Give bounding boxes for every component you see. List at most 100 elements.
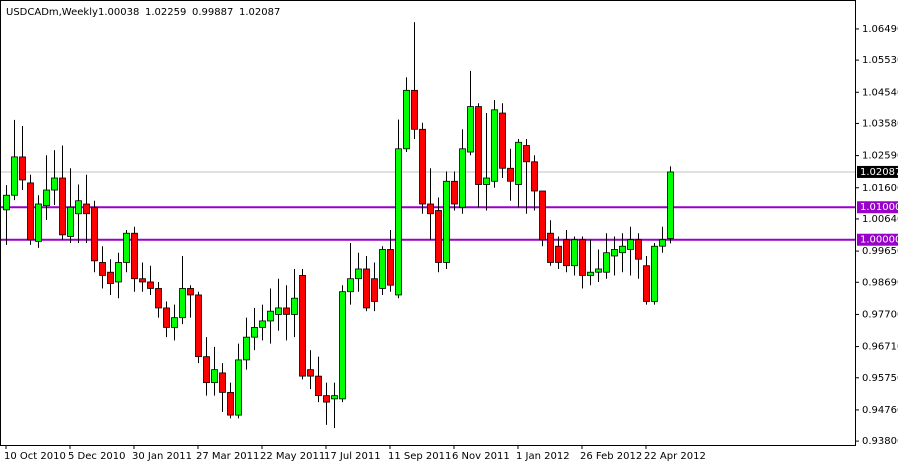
header-high: 1.02259 (145, 7, 186, 18)
candle-body (427, 203, 434, 215)
level-label-box (857, 233, 898, 246)
candle-body (11, 156, 18, 196)
candle-body (491, 109, 498, 182)
x-tick-label: 10 Oct 2010 (4, 451, 66, 462)
x-tick-label: 17 Jul 2011 (324, 451, 381, 462)
candle-body (211, 369, 218, 384)
level-label: 1.00000 (860, 235, 898, 246)
candle-body (331, 395, 338, 400)
candle-body (131, 232, 138, 280)
y-tick-label: 1.05530 (862, 55, 898, 66)
candle-body (187, 288, 194, 296)
candle-body (251, 327, 258, 338)
candle-body (243, 336, 250, 361)
current-price-box (857, 165, 898, 178)
chart-title: USDCADm,Weekly (6, 7, 98, 18)
candle-body (291, 297, 298, 315)
candle-body (459, 148, 466, 208)
candle-body (203, 356, 210, 384)
x-tick-label: 27 Mar 2011 (196, 451, 259, 462)
candle-body (275, 307, 282, 315)
candle-body (307, 369, 314, 377)
candle-body (499, 112, 506, 169)
x-tick-label: 26 Feb 2012 (580, 451, 642, 462)
candle-body (475, 106, 482, 185)
y-tick-label: 1.03580 (862, 118, 898, 129)
candle-body (355, 268, 362, 280)
candle-body (515, 141, 522, 185)
x-tick-label: 22 Apr 2012 (644, 451, 706, 462)
candle-body (299, 275, 306, 377)
candle-body (611, 249, 618, 257)
candle-body (659, 239, 666, 247)
candle-body (571, 239, 578, 267)
candle-body (387, 249, 394, 286)
candle-body (195, 294, 202, 358)
x-tick-label: 5 Dec 2010 (68, 451, 126, 462)
candle-body (139, 278, 146, 283)
candle-body (411, 89, 418, 130)
header-low: 0.99887 (192, 7, 233, 18)
candle-body (395, 148, 402, 296)
candle-body (347, 278, 354, 293)
candle-body (363, 268, 370, 309)
header-close: 1.02087 (239, 7, 280, 18)
candle-body (507, 167, 514, 182)
candle-body (323, 395, 330, 403)
x-tick-label: 11 Sep 2011 (388, 451, 451, 462)
candle-body (163, 307, 170, 328)
candle-body (43, 189, 50, 207)
candle-body (371, 278, 378, 302)
candle-body (75, 200, 82, 215)
candle-body (555, 245, 562, 263)
x-tick-label: 30 Jan 2011 (132, 451, 192, 462)
candle-body (267, 310, 274, 322)
candle-body (51, 177, 58, 191)
candle-body (403, 89, 410, 150)
candle-body (635, 239, 642, 260)
candle-body (531, 161, 538, 192)
candle-body (259, 320, 266, 328)
x-tick-label: 6 Nov 2011 (452, 451, 510, 462)
candle-body (171, 317, 178, 328)
candle-body (643, 265, 650, 302)
y-tick-label: 1.01600 (862, 183, 898, 194)
candle-body (539, 190, 546, 241)
candle-body (155, 288, 162, 309)
level-label-box (857, 201, 898, 214)
candle-body (579, 239, 586, 276)
candle-body (315, 375, 322, 397)
candle-body (435, 210, 442, 263)
candle-body (467, 106, 474, 153)
candle-body (227, 391, 234, 416)
plot-frame (0, 0, 856, 446)
header-open: 1.00038 (98, 7, 139, 18)
candle-body (235, 359, 242, 416)
candle-body (379, 249, 386, 289)
candle-body (115, 262, 122, 283)
candle-body (123, 232, 130, 263)
candle-body (587, 271, 594, 276)
candle-body (283, 307, 290, 315)
candle-body (619, 245, 626, 254)
y-tick-label: 0.93800 (862, 436, 898, 447)
x-tick-label: 22 May 2011 (260, 451, 325, 462)
candle-body (67, 206, 74, 237)
candle-body (107, 271, 114, 284)
x-tick-label: 1 Jan 2012 (516, 451, 570, 462)
current-price-label: 1.02087 (860, 167, 898, 178)
candle-body (523, 145, 530, 163)
candle-body (419, 128, 426, 205)
candle-body (83, 203, 90, 215)
candle-body (603, 252, 610, 273)
y-tick-label: 1.02590 (862, 151, 898, 162)
y-tick-label: 1.06490 (862, 24, 898, 35)
candle-body (547, 232, 554, 263)
